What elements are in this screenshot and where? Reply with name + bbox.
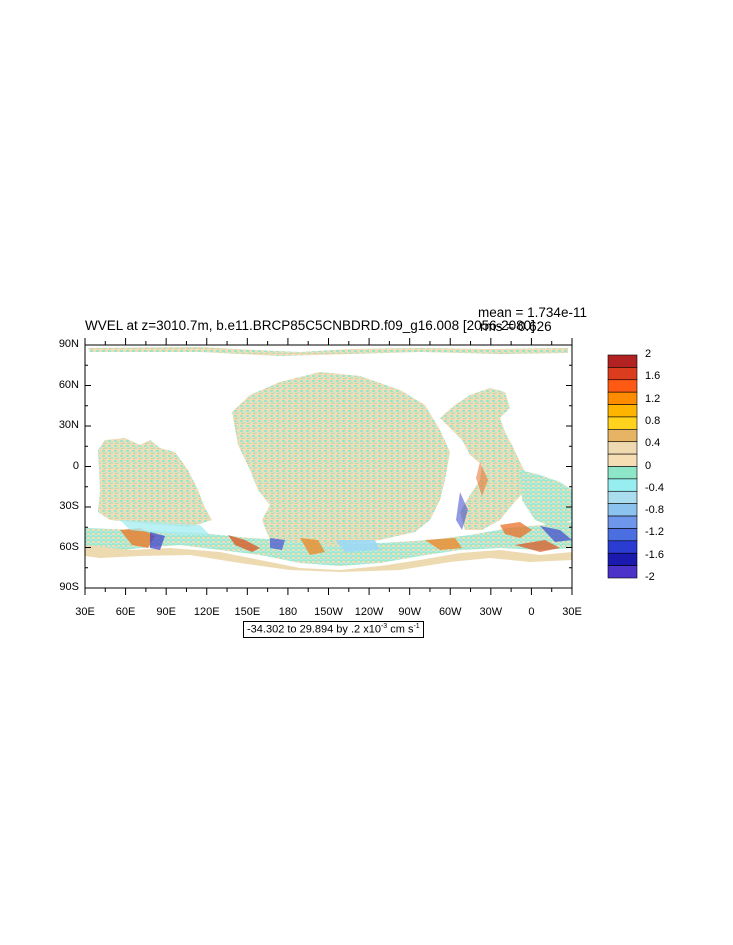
lon-label: 30E — [562, 606, 582, 618]
lat-label: 30N — [58, 419, 79, 431]
colorbar-swatch — [607, 528, 638, 542]
lon-label: 30E — [75, 606, 95, 618]
colorbar-swatch — [607, 552, 638, 566]
colorbar-label: 1.2 — [645, 392, 661, 405]
colorbar-label: -0.8 — [645, 504, 664, 517]
lat-label: 60S — [59, 540, 79, 553]
lat-label: 0 — [72, 459, 79, 472]
colorbar-label: 0.8 — [645, 414, 661, 427]
colorbar-label: 0 — [645, 459, 652, 472]
lon-label: 90W — [398, 606, 421, 618]
mean-label: mean = 1.734e-11 — [478, 305, 587, 320]
lat-label: 90N — [58, 338, 79, 350]
lon-label: 60E — [115, 606, 136, 618]
colorbar-swatch — [607, 565, 638, 579]
colorbar-label: -2 — [645, 571, 655, 583]
colorbar-swatch — [607, 354, 638, 368]
lon-label: 60W — [438, 606, 462, 618]
range-prefix: -34.302 to 29.894 by .2 x10 — [247, 623, 381, 636]
lon-label: 90E — [156, 606, 176, 618]
colorbar-label: 0.4 — [645, 437, 661, 450]
range-units-exp: -1 — [413, 623, 420, 630]
lat-label: 60N — [58, 378, 79, 391]
colorbar-swatch — [607, 429, 638, 443]
colorbar-swatch — [607, 379, 638, 393]
colorbar-swatch — [607, 367, 638, 381]
ocean-field — [85, 347, 572, 572]
lat-label: 90S — [59, 581, 79, 593]
colorbar-swatch — [607, 404, 638, 418]
colorbar-swatch — [607, 391, 638, 405]
colorbar-swatch — [607, 416, 638, 430]
axis-ticks — [84, 338, 573, 595]
lon-label: 150E — [234, 606, 261, 618]
lon-label: 120W — [354, 606, 384, 618]
lon-label: 30W — [479, 606, 503, 618]
colorbar-swatch — [607, 478, 638, 492]
lat-label: 30S — [59, 500, 79, 512]
plot-title: WVEL at z=3010.7m, b.e11.BRCP85C5CNBDRD.… — [85, 318, 535, 333]
range-info-box: -34.302 to 29.894 by .2 x10-3 cm s-1 — [243, 621, 424, 638]
colorbar-swatch — [607, 503, 638, 517]
colorbar-label: 1.6 — [645, 370, 661, 383]
lon-label: 180 — [278, 606, 298, 618]
rms-label: rms = 0.626 — [480, 319, 552, 334]
colorbar — [607, 354, 638, 579]
colorbar-label: 2 — [645, 348, 652, 360]
lon-label: 120E — [193, 606, 220, 618]
lon-label: 0 — [528, 606, 535, 618]
colorbar-swatch — [607, 515, 638, 529]
colorbar-label: -1.6 — [645, 548, 664, 561]
range-units: cm s — [387, 623, 414, 636]
colorbar-swatch — [607, 466, 638, 480]
colorbar-swatch — [607, 540, 638, 554]
range-exp: -3 — [380, 623, 388, 630]
colorbar-swatch — [607, 441, 638, 455]
colorbar-swatch — [607, 490, 638, 504]
colorbar-label: -1.2 — [645, 526, 664, 539]
lon-label: 150W — [314, 606, 343, 618]
colorbar-swatch — [607, 453, 638, 467]
colorbar-label: -0.4 — [645, 481, 664, 494]
